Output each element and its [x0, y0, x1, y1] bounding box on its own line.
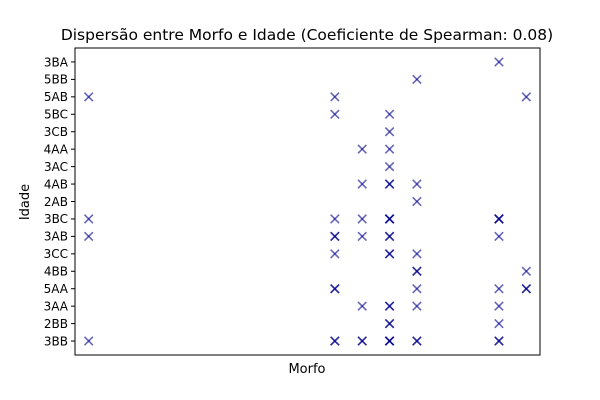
data-point: [494, 214, 504, 224]
data-point: [357, 144, 367, 154]
data-point: [384, 214, 395, 224]
data-point: [330, 283, 340, 294]
data-point: [384, 179, 395, 189]
data-point: [384, 144, 395, 154]
data-point: [384, 231, 395, 242]
data-point: [357, 301, 367, 311]
data-point: [521, 283, 532, 294]
y-tick-label: 3BA: [44, 55, 69, 69]
data-point: [357, 231, 367, 242]
data-point: [330, 92, 340, 102]
data-point: [384, 336, 395, 346]
data-point: [521, 266, 532, 277]
y-axis-ticks: 3BB 2BB 3AA 5AA 4BB 3CC 3AB 3BC 2AB 4AB 3AC 4AA 3CB 5…: [44, 55, 75, 348]
y-tick-label: 3AA: [44, 299, 69, 313]
data-point: [521, 92, 532, 102]
y-tick-label: 2AB: [44, 195, 68, 209]
data-point: [412, 336, 422, 346]
data-point: [384, 318, 395, 329]
y-tick-label: 5BC: [44, 108, 68, 122]
y-tick-label: 5BB: [44, 73, 68, 87]
y-axis-label: Idade: [18, 184, 33, 220]
data-point: [357, 214, 367, 224]
data-point: [494, 318, 504, 329]
y-tick-label: 3BB: [44, 334, 68, 348]
data-point: [494, 336, 504, 346]
data-point: [384, 161, 395, 172]
data-point: [494, 231, 504, 242]
y-tick-label: 3CC: [44, 247, 68, 261]
data-point: [412, 283, 422, 294]
data-point: [330, 249, 340, 259]
data-point: [330, 214, 340, 224]
data-point: [412, 266, 422, 277]
y-tick-label: 4BB: [44, 265, 68, 279]
data-point: [412, 301, 422, 311]
data-point: [412, 249, 422, 259]
data-point: [384, 249, 395, 259]
data-point: [83, 231, 94, 242]
y-tick-label: 2BB: [44, 317, 68, 331]
y-tick-label: 3BC: [44, 212, 68, 226]
y-tick-label: 5AB: [44, 90, 68, 104]
data-point: [83, 92, 94, 102]
data-point: [357, 336, 367, 346]
data-point: [330, 109, 340, 120]
data-point: [83, 336, 94, 346]
chart-title: Dispersão entre Morfo e Idade (Coeficien…: [61, 26, 553, 44]
data-point: [412, 179, 422, 189]
data-point: [384, 301, 395, 311]
data-points: [83, 57, 532, 346]
data-point: [494, 57, 504, 67]
data-point: [384, 109, 395, 120]
data-point: [412, 74, 422, 85]
data-point: [357, 179, 367, 189]
x-axis-label: Morfo: [288, 362, 325, 377]
y-tick-label: 3AB: [44, 230, 68, 244]
data-point: [330, 336, 340, 346]
data-point: [412, 196, 422, 207]
data-point: [83, 214, 94, 224]
y-tick-label: 4AB: [44, 177, 68, 191]
y-tick-label: 4AA: [44, 142, 69, 156]
plot-frame: [74, 47, 541, 356]
data-point: [494, 301, 504, 311]
data-point: [494, 283, 504, 294]
y-tick-label: 3CB: [44, 125, 68, 139]
y-tick-label: 3AC: [44, 160, 68, 174]
data-point: [384, 126, 395, 137]
y-tick-label: 5AA: [44, 282, 69, 296]
data-point: [330, 231, 340, 242]
